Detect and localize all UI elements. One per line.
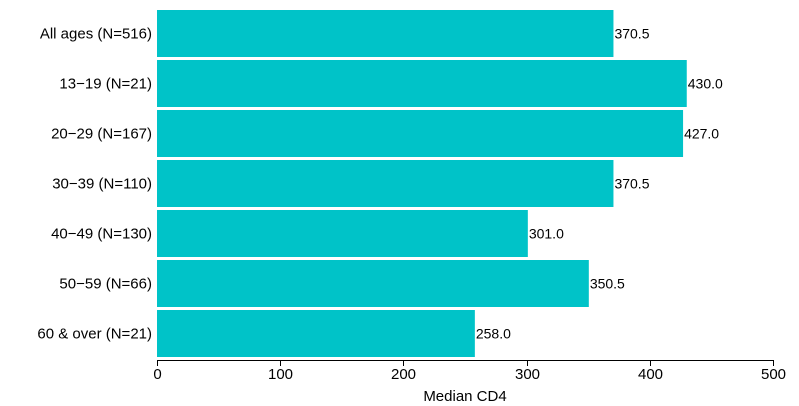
bar-3 [157, 160, 614, 207]
category-label-3: 30−39 (N=110) [52, 176, 152, 193]
x-tick-label-5: 500 [761, 366, 786, 383]
category-label-5: 50−59 (N=66) [59, 276, 152, 293]
bars-group: 370.5 430.0 427.0 370.5 301.0 350.5 258.0 [157, 10, 723, 357]
category-label-2: 20−29 (N=167) [51, 126, 152, 143]
bar-4 [157, 210, 528, 257]
value-label-1: 430.0 [688, 76, 723, 92]
bar-0 [157, 10, 614, 57]
x-tick-label-0: 0 [153, 366, 161, 383]
bar-1 [157, 60, 687, 107]
x-axis-title: Median CD4 [423, 388, 506, 405]
x-tick-label-2: 200 [391, 366, 416, 383]
bar-5 [157, 260, 589, 307]
value-label-2: 427.0 [684, 126, 719, 142]
x-tick-label-4: 400 [638, 366, 663, 383]
bar-2 [157, 110, 684, 157]
category-label-0: All ages (N=516) [40, 26, 152, 43]
value-label-5: 350.5 [590, 276, 625, 292]
category-label-1: 13−19 (N=21) [59, 76, 152, 93]
value-label-6: 258.0 [476, 326, 511, 342]
x-tick-label-3: 300 [515, 366, 540, 383]
category-label-4: 40−49 (N=130) [51, 226, 152, 243]
bar-6 [157, 310, 475, 357]
x-axis: 0 100 200 300 400 500 [153, 360, 786, 383]
category-label-6: 60 & over (N=21) [37, 326, 152, 343]
x-tick-label-1: 100 [268, 366, 293, 383]
value-label-4: 301.0 [529, 226, 564, 242]
y-axis: All ages (N=516) 13−19 (N=21) 20−29 (N=167… [37, 26, 152, 343]
value-label-0: 370.5 [614, 26, 649, 42]
value-label-3: 370.5 [614, 176, 649, 192]
